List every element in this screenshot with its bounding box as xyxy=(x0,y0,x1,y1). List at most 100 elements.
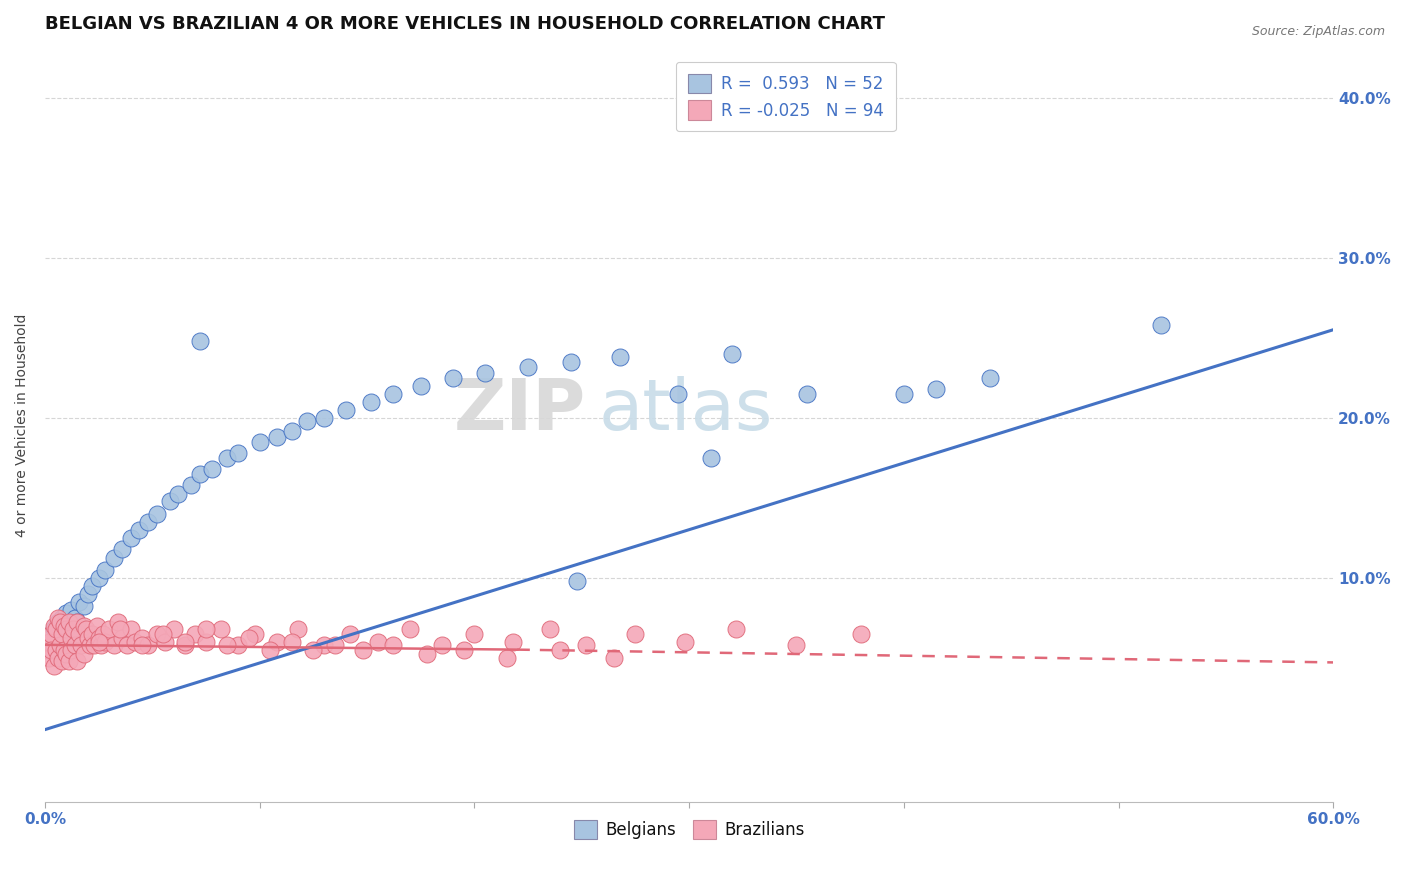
Point xyxy=(266,634,288,648)
Text: BELGIAN VS BRAZILIAN 4 OR MORE VEHICLES IN HOUSEHOLD CORRELATION CHART: BELGIAN VS BRAZILIAN 4 OR MORE VEHICLES … xyxy=(45,15,884,33)
Point xyxy=(59,632,82,646)
Point xyxy=(314,638,336,652)
Point xyxy=(66,615,89,630)
Point xyxy=(58,626,80,640)
Point xyxy=(673,634,696,648)
Point xyxy=(107,615,129,630)
Point xyxy=(173,634,195,648)
Point xyxy=(59,642,82,657)
Point xyxy=(796,386,818,401)
Point xyxy=(163,622,186,636)
Point xyxy=(432,638,454,652)
Point xyxy=(42,618,65,632)
Point xyxy=(42,622,65,636)
Point xyxy=(360,394,382,409)
Point xyxy=(46,610,69,624)
Point xyxy=(849,626,872,640)
Point xyxy=(75,622,97,636)
Point xyxy=(49,615,72,630)
Point xyxy=(201,462,224,476)
Point xyxy=(77,632,100,646)
Point xyxy=(51,654,73,668)
Point xyxy=(295,414,318,428)
Point xyxy=(517,359,540,374)
Point xyxy=(120,622,142,636)
Point xyxy=(87,634,110,648)
Point xyxy=(249,434,271,449)
Point xyxy=(399,622,422,636)
Point xyxy=(45,642,67,657)
Point xyxy=(152,626,174,640)
Point xyxy=(567,574,589,588)
Point xyxy=(159,494,181,508)
Point xyxy=(86,618,108,632)
Point xyxy=(98,622,121,636)
Point xyxy=(979,370,1001,384)
Point xyxy=(77,587,100,601)
Point xyxy=(281,634,304,648)
Point xyxy=(167,487,190,501)
Point xyxy=(314,410,336,425)
Point xyxy=(103,551,125,566)
Point xyxy=(67,626,90,640)
Point xyxy=(62,622,84,636)
Point xyxy=(463,626,485,640)
Point xyxy=(259,642,281,657)
Point xyxy=(335,402,357,417)
Point xyxy=(609,350,631,364)
Point xyxy=(145,507,167,521)
Point xyxy=(70,638,93,652)
Point xyxy=(108,622,131,636)
Point xyxy=(217,450,239,465)
Point xyxy=(79,638,101,652)
Point xyxy=(1150,318,1173,332)
Point xyxy=(495,650,517,665)
Point xyxy=(352,642,374,657)
Point xyxy=(115,638,138,652)
Point xyxy=(51,610,73,624)
Point xyxy=(136,515,159,529)
Point xyxy=(51,626,73,640)
Point xyxy=(367,634,389,648)
Point xyxy=(67,594,90,608)
Point xyxy=(184,626,207,640)
Point xyxy=(59,602,82,616)
Point xyxy=(226,638,249,652)
Point xyxy=(128,523,150,537)
Text: Source: ZipAtlas.com: Source: ZipAtlas.com xyxy=(1251,25,1385,38)
Point xyxy=(87,632,110,646)
Point xyxy=(91,626,114,640)
Point xyxy=(41,626,63,640)
Point xyxy=(58,654,80,668)
Point xyxy=(721,347,744,361)
Point xyxy=(925,382,948,396)
Point xyxy=(188,334,211,348)
Point xyxy=(381,638,404,652)
Point xyxy=(66,615,89,630)
Point xyxy=(209,622,232,636)
Point xyxy=(575,638,598,652)
Point xyxy=(893,386,915,401)
Point xyxy=(624,626,647,640)
Point xyxy=(45,622,67,636)
Point xyxy=(94,634,117,648)
Point xyxy=(560,355,582,369)
Point xyxy=(55,606,77,620)
Point xyxy=(725,622,748,636)
Point xyxy=(82,626,104,640)
Point xyxy=(53,618,76,632)
Point xyxy=(195,622,218,636)
Point xyxy=(72,618,94,632)
Point xyxy=(87,571,110,585)
Point xyxy=(381,386,404,401)
Point xyxy=(41,642,63,657)
Text: ZIP: ZIP xyxy=(454,376,586,445)
Y-axis label: 4 or more Vehicles in Household: 4 or more Vehicles in Household xyxy=(15,314,30,537)
Point xyxy=(188,467,211,481)
Point xyxy=(58,615,80,630)
Point xyxy=(474,366,496,380)
Point xyxy=(453,642,475,657)
Point xyxy=(195,634,218,648)
Point xyxy=(502,634,524,648)
Point xyxy=(339,626,361,640)
